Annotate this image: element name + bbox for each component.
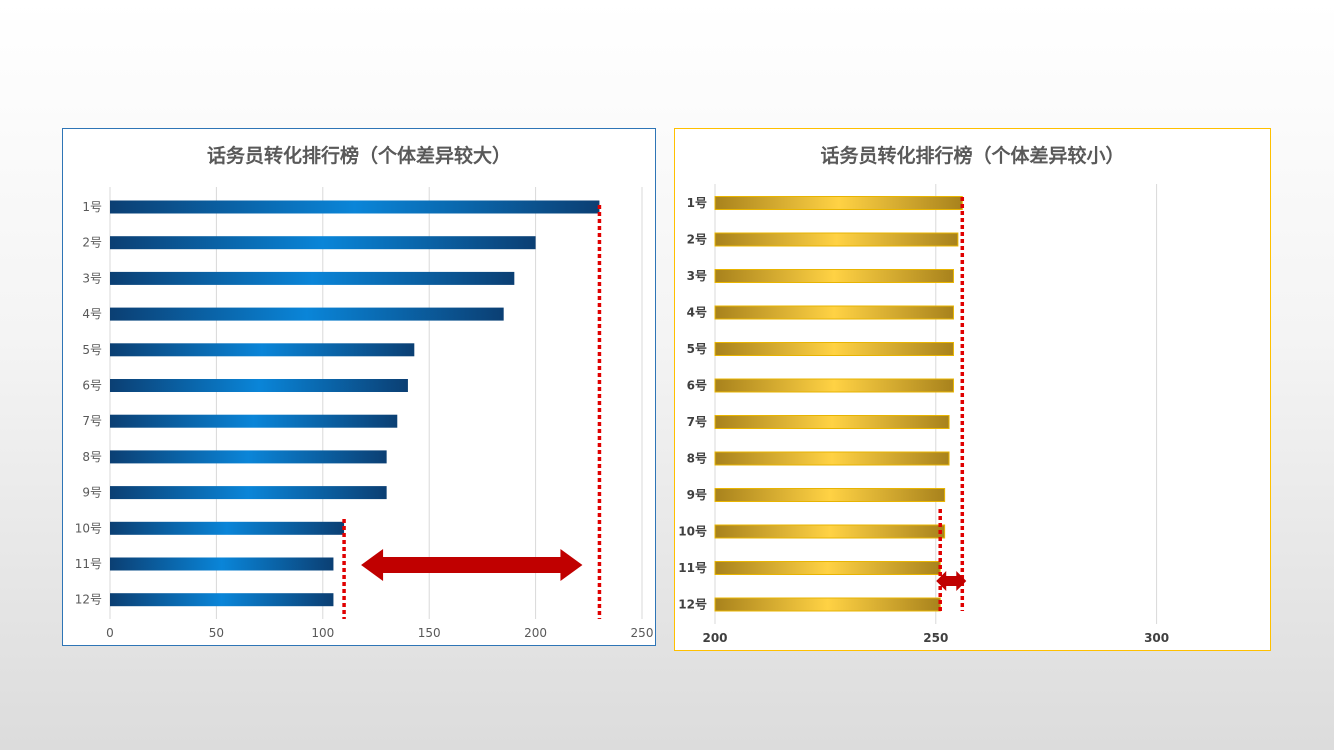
category-label: 12号 xyxy=(678,597,707,612)
category-label: 1号 xyxy=(82,200,102,214)
bar xyxy=(714,269,954,283)
category-label: 2号 xyxy=(687,232,707,247)
category-label: 10号 xyxy=(678,524,707,539)
category-label: 8号 xyxy=(687,451,707,466)
chart-panel-small-variance: 话务员转化排行榜（个体差异较小） 200 250 300 1号 2号 3号 4号 5号 6号 7号… xyxy=(674,128,1271,651)
bar xyxy=(110,521,345,535)
bar xyxy=(714,451,950,466)
category-label: 3号 xyxy=(687,268,707,283)
x-tick-label: 200 xyxy=(702,631,727,645)
bar xyxy=(714,232,959,247)
chart-panel-large-variance: 话务员转化排行榜（个体差异较大） 0 50 100 150 200 250 1号 2号 3号 4号… xyxy=(62,128,656,646)
x-tick-label: 200 xyxy=(524,626,547,640)
bar xyxy=(110,486,387,500)
x-tick-label: 0 xyxy=(106,626,114,640)
bar xyxy=(714,561,941,575)
category-label: 5号 xyxy=(687,341,707,356)
bar xyxy=(110,271,515,285)
bar xyxy=(714,488,946,502)
bar xyxy=(110,557,334,571)
x-tick-label: 150 xyxy=(418,626,441,640)
category-label: 6号 xyxy=(82,379,102,393)
bar xyxy=(714,196,963,210)
category-label: 6号 xyxy=(687,378,707,393)
bar xyxy=(110,379,408,392)
bar xyxy=(110,307,504,321)
x-tick-label: 250 xyxy=(923,631,948,645)
category-label: 2号 xyxy=(82,236,102,250)
bar-chart-small-variance: 200 250 300 1号 2号 3号 4号 5号 6号 7号 8号 9号 10号 11号 12号 xyxy=(678,184,1169,645)
bar xyxy=(714,342,954,356)
category-label: 5号 xyxy=(82,343,102,357)
category-label: 9号 xyxy=(687,487,707,502)
category-label: 10号 xyxy=(75,521,102,535)
category-label: 11号 xyxy=(678,560,707,575)
category-label: 1号 xyxy=(687,195,707,210)
bar xyxy=(110,236,536,250)
x-tick-label: 250 xyxy=(631,626,654,640)
category-label: 9号 xyxy=(82,486,102,500)
bar xyxy=(714,305,954,320)
category-label: 4号 xyxy=(687,305,707,320)
category-label: 7号 xyxy=(82,414,102,428)
category-label: 3号 xyxy=(82,271,102,285)
category-label: 8号 xyxy=(82,450,102,464)
bar xyxy=(110,593,334,607)
bar xyxy=(110,343,415,357)
bar xyxy=(714,415,950,429)
category-label: 7号 xyxy=(687,414,707,429)
x-tick-label: 50 xyxy=(209,626,224,640)
range-arrow xyxy=(936,571,967,591)
x-tick-label: 300 xyxy=(1144,631,1169,645)
bar xyxy=(110,450,387,464)
x-tick-label: 100 xyxy=(311,626,334,640)
bar xyxy=(714,597,941,612)
bar xyxy=(714,524,946,539)
category-label: 4号 xyxy=(82,307,102,321)
chart-title: 话务员转化排行榜（个体差异较大） xyxy=(206,145,511,167)
bar xyxy=(714,378,954,393)
category-label: 11号 xyxy=(75,557,102,571)
range-arrow xyxy=(361,549,583,581)
bar xyxy=(110,200,600,214)
chart-title: 话务员转化排行榜（个体差异较小） xyxy=(820,145,1125,167)
bar xyxy=(110,414,398,428)
bar-chart-large-variance: 0 50 100 150 200 250 1号 2号 3号 4号 5号 6号 7号 8号 9号 10号 11号 1… xyxy=(75,187,654,640)
category-label: 12号 xyxy=(75,593,102,607)
